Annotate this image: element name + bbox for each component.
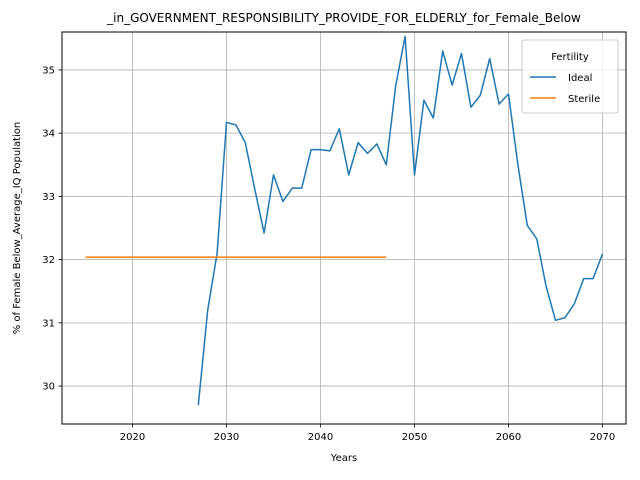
y-tick-label: 30 bbox=[42, 382, 55, 393]
series-line-ideal bbox=[197, 35, 604, 406]
x-tick-label: 2040 bbox=[308, 432, 333, 443]
y-tick-label: 31 bbox=[42, 318, 55, 329]
plot-area bbox=[61, 31, 627, 425]
x-tick-label: 2060 bbox=[496, 432, 521, 443]
x-tick-label: 2030 bbox=[214, 432, 239, 443]
chart-title: _in_GOVERNMENT_RESPONSIBILITY_PROVIDE_FO… bbox=[106, 11, 581, 25]
y-tick-label: 35 bbox=[42, 65, 55, 76]
x-tick-label: 2020 bbox=[120, 432, 145, 443]
y-tick-label: 33 bbox=[42, 192, 55, 203]
y-tick-label: 32 bbox=[42, 255, 55, 266]
legend-label-sterile: Sterile bbox=[568, 94, 600, 105]
series-group bbox=[85, 35, 604, 406]
y-tick-label: 34 bbox=[42, 129, 55, 140]
y-axis: 30 31 32 33 34 35 bbox=[42, 65, 62, 393]
x-axis: 2020 2030 2040 2050 2060 2070 bbox=[120, 424, 615, 443]
x-axis-label: Years bbox=[330, 453, 357, 464]
legend-label-ideal: Ideal bbox=[568, 73, 592, 84]
x-tick-label: 2070 bbox=[590, 432, 615, 443]
legend: Fertility Ideal Sterile bbox=[521, 39, 619, 114]
x-tick-label: 2050 bbox=[402, 432, 427, 443]
legend-title: Fertility bbox=[551, 52, 589, 63]
y-axis-label: % of Female Below_Average_IQ Population bbox=[12, 122, 23, 335]
legend-box bbox=[521, 39, 619, 114]
legend-items: Ideal Sterile bbox=[530, 73, 600, 105]
